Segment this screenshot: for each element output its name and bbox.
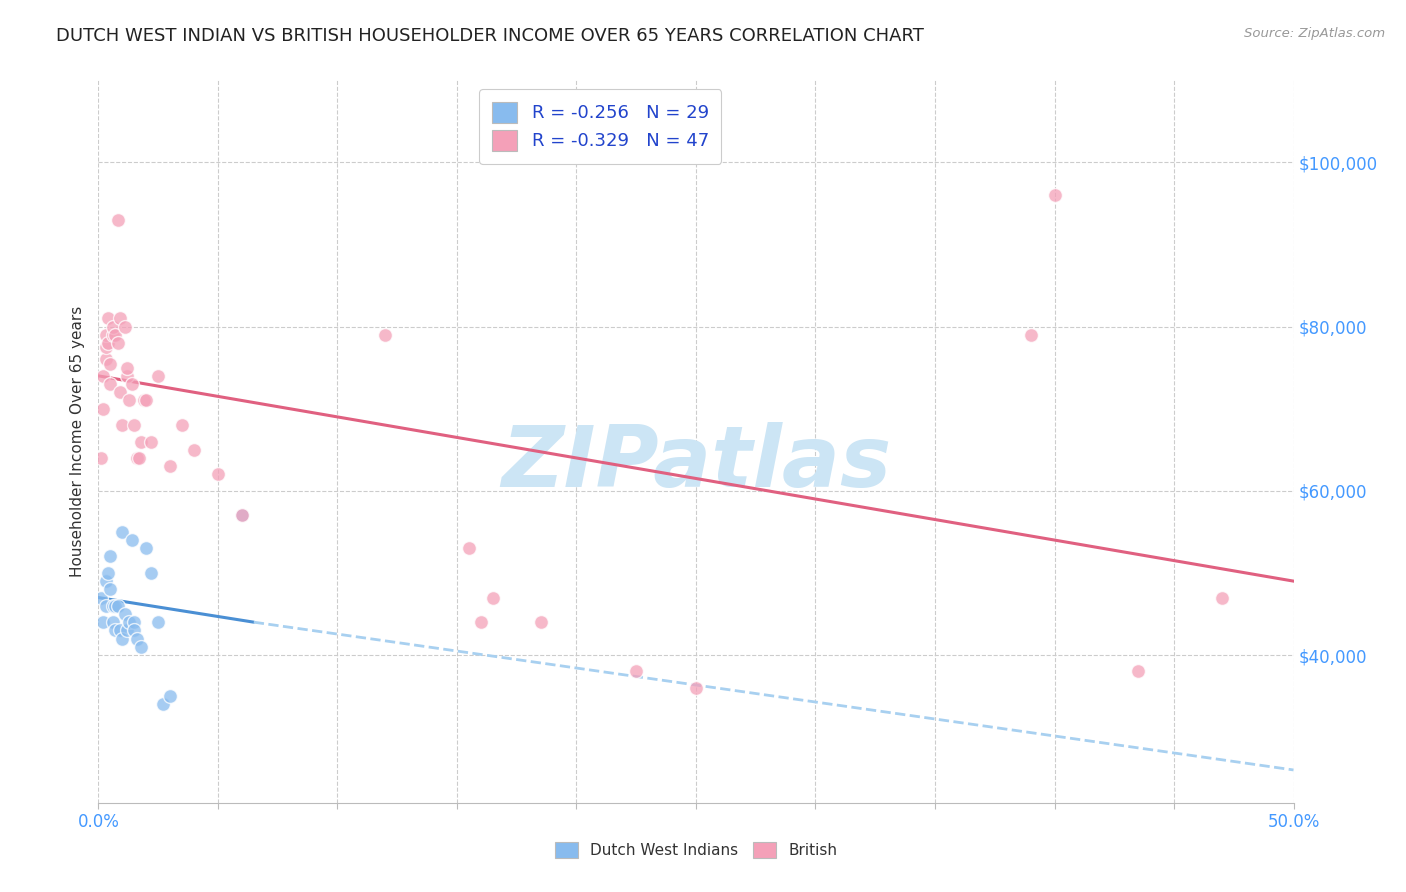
Point: [98, 377, 122, 392]
Point: [115, 368, 138, 383]
Point: [530, 615, 553, 630]
Point: [101, 615, 124, 630]
Point: [104, 599, 127, 613]
Point: [124, 624, 146, 638]
Point: [94, 340, 117, 354]
Point: [98, 357, 122, 371]
Point: [114, 319, 136, 334]
Point: [231, 508, 253, 523]
Point: [97, 566, 120, 580]
Point: [94, 599, 117, 613]
Point: [1043, 188, 1066, 202]
Y-axis label: Householder Income Over 65 years: Householder Income Over 65 years: [69, 306, 84, 577]
Point: [626, 665, 648, 679]
Point: [183, 442, 205, 457]
Point: [107, 212, 129, 227]
Point: [139, 434, 162, 449]
Point: [111, 632, 134, 646]
Point: [131, 434, 153, 449]
Point: [159, 459, 181, 474]
Point: [98, 549, 122, 564]
Point: [115, 624, 138, 638]
Point: [91, 401, 114, 416]
Point: [458, 541, 481, 556]
Point: [90, 450, 112, 465]
Point: [172, 418, 194, 433]
Point: [135, 393, 157, 408]
Point: [1128, 665, 1150, 679]
Point: [108, 624, 131, 638]
Text: DUTCH WEST INDIAN VS BRITISH HOUSEHOLDER INCOME OVER 65 YEARS CORRELATION CHART: DUTCH WEST INDIAN VS BRITISH HOUSEHOLDER…: [56, 27, 924, 45]
Point: [207, 467, 229, 482]
Point: [115, 360, 138, 375]
Point: [101, 319, 124, 334]
Legend: Dutch West Indians, British: Dutch West Indians, British: [546, 833, 846, 867]
Point: [108, 311, 131, 326]
Point: [139, 566, 162, 580]
Point: [104, 327, 127, 342]
Point: [125, 632, 148, 646]
Point: [374, 327, 396, 342]
Point: [124, 418, 146, 433]
Point: [159, 689, 181, 703]
Point: [125, 450, 148, 465]
Point: [152, 698, 174, 712]
Text: ZIPatlas: ZIPatlas: [501, 422, 891, 505]
Point: [481, 591, 505, 605]
Point: [94, 352, 117, 367]
Point: [132, 393, 155, 408]
Point: [101, 327, 124, 342]
Point: [124, 615, 146, 630]
Point: [98, 582, 122, 597]
Point: [1019, 327, 1042, 342]
Point: [470, 615, 492, 630]
Point: [121, 533, 143, 547]
Point: [97, 336, 120, 351]
Point: [94, 327, 117, 342]
Point: [148, 615, 170, 630]
Point: [118, 615, 141, 630]
Point: [90, 591, 112, 605]
Point: [114, 607, 136, 621]
Text: Source: ZipAtlas.com: Source: ZipAtlas.com: [1244, 27, 1385, 40]
Point: [91, 615, 114, 630]
Point: [128, 450, 150, 465]
Point: [108, 385, 131, 400]
Point: [107, 336, 129, 351]
Point: [91, 368, 114, 383]
Point: [685, 681, 707, 695]
Point: [121, 377, 143, 392]
Point: [97, 311, 120, 326]
Point: [94, 574, 117, 588]
Point: [1211, 591, 1233, 605]
Point: [231, 508, 253, 523]
Point: [118, 393, 141, 408]
Point: [101, 599, 124, 613]
Point: [104, 624, 127, 638]
Point: [148, 368, 170, 383]
Point: [135, 541, 157, 556]
Point: [107, 599, 129, 613]
Point: [111, 524, 134, 539]
Point: [131, 640, 153, 654]
Point: [111, 418, 134, 433]
